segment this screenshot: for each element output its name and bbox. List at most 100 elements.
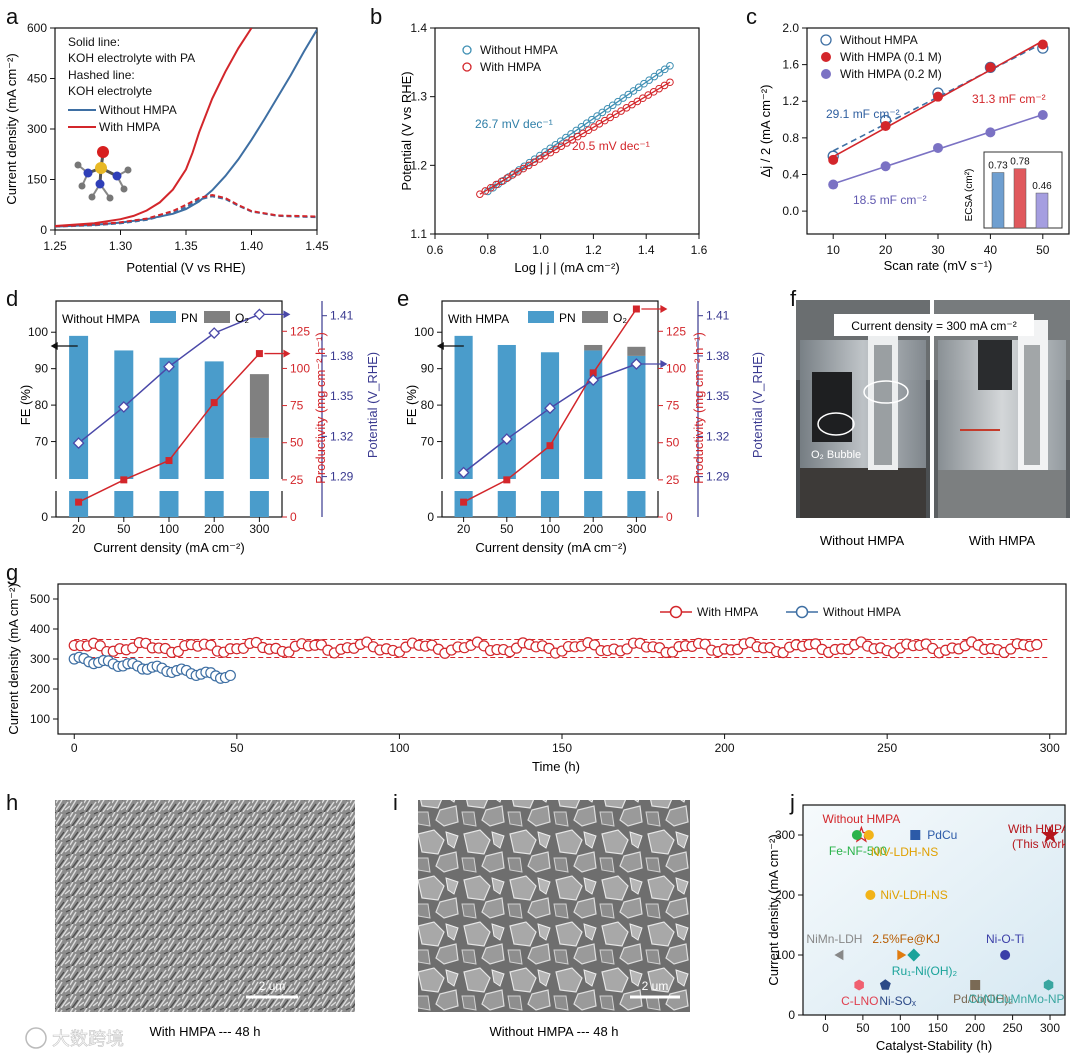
- pot-tick-label-0: 1.29: [706, 470, 730, 484]
- panel-j-marker-4: [1041, 825, 1059, 843]
- panel-j-label-0: Without HMPA: [822, 812, 900, 826]
- panel-g-point-without: [224, 669, 236, 682]
- prod-tick-label-3: 75: [290, 399, 304, 413]
- fe-tick-label-4: 100: [28, 325, 48, 339]
- panel-b-point-1: [660, 81, 669, 90]
- panel-letter-d: d: [6, 286, 18, 311]
- panel-letter-a: a: [6, 4, 19, 29]
- bar-pn-3: [584, 350, 603, 517]
- panel-b-point-1: [568, 136, 577, 144]
- panel-letter-f: f: [790, 286, 797, 311]
- panel-g-xtick-label: 0: [71, 741, 78, 755]
- panel-letters: a b c d e f g h i j: [6, 4, 797, 815]
- xtick-label-3: 200: [204, 522, 224, 536]
- pot-tick-label-4: 1.41: [330, 309, 354, 323]
- potential-point-1: [117, 400, 130, 413]
- panel-b-point-0: [629, 87, 638, 95]
- fe-axis-arrow-head: [50, 342, 58, 350]
- fe-tick-label-3: 90: [35, 362, 49, 376]
- panel-b-point-1: [633, 97, 642, 106]
- panel-j-label-9: Ni-O-Ti: [986, 932, 1024, 946]
- bar-pn-1: [497, 344, 516, 517]
- panel-c-point-2: [880, 161, 891, 172]
- panel-d-chart: 20 50 100 200 300 0 70 80 90 100 0 25 50 75 100 125 1.29…: [18, 300, 380, 555]
- panel-j-xtick-label: 300: [1040, 1021, 1060, 1035]
- panel-j-label-1: Fe-NF-500: [829, 844, 887, 858]
- panel-b-point-0: [655, 69, 664, 77]
- prod-tick-label-3: 75: [666, 399, 680, 413]
- panel-d-xlabel: Current density (mA cm⁻²): [93, 540, 244, 555]
- panel-a-ylabel: Current density (mA cm⁻²): [4, 53, 19, 204]
- panel-c-xtick-label: 10: [827, 243, 841, 257]
- prod-axis-arrow-head: [660, 305, 668, 313]
- panel-f-banner: Current density = 300 mA cm⁻²: [851, 319, 1016, 333]
- panel-a-xtick-label: 1.45: [305, 239, 329, 253]
- panel-b-point-0: [593, 112, 601, 120]
- panel-b-point-0: [645, 76, 653, 84]
- productivity-point-0: [460, 498, 468, 506]
- panel-b-point-1: [524, 161, 533, 170]
- panel-c-ylabel: Δj / 2 (mA cm⁻²): [758, 85, 773, 178]
- panel-a-note-4: KOH electrolyte: [68, 84, 152, 98]
- panel-b-point-1: [519, 164, 528, 173]
- panel-b-point-1: [514, 167, 522, 176]
- fe-tick-label-0: 0: [41, 510, 48, 524]
- panel-j-marker-8: [907, 948, 921, 962]
- pot-tick-label-1: 1.32: [706, 429, 730, 443]
- panel-i-sem-image: 2 um Without HMPA --- 48 h: [418, 800, 690, 1039]
- panel-j-ytick-label: 200: [775, 888, 795, 902]
- panel-b-slope-with: 20.5 mV dec⁻¹: [572, 139, 650, 153]
- panel-d-ylabel: FE (%): [18, 385, 33, 425]
- panel-b-point-1: [622, 104, 631, 112]
- productivity-point-2: [546, 442, 554, 450]
- panel-b-point-0: [598, 108, 607, 117]
- panel-a-xtick-label: 1.30: [109, 239, 133, 253]
- panel-b-fit-0: [487, 65, 671, 192]
- panel-c-point-2: [985, 127, 996, 138]
- panel-j-marker-12: [879, 979, 891, 990]
- panel-c-xlabel: Scan rate (mV s⁻¹): [884, 258, 993, 273]
- panel-c-inset-bar-1: [1013, 168, 1027, 229]
- potential-point-1: [500, 433, 513, 446]
- pot-tick-label-3: 1.38: [330, 349, 354, 363]
- panel-b-point-1: [541, 151, 549, 160]
- panel-c-inset: 0.73 0.78 0.46 ECSA (cm²): [964, 151, 1063, 229]
- panel-j-ytick-label: 300: [775, 828, 795, 842]
- panel-c-inset-label-1: 0.78: [1010, 157, 1030, 168]
- fe-axis-arrow-head: [436, 342, 444, 350]
- prod-tick-label-2: 50: [666, 436, 680, 450]
- pot-tick-label-1: 1.32: [330, 429, 354, 443]
- panel-c-ytick-label: 1.6: [782, 58, 799, 72]
- prod-tick-label-4: 100: [666, 361, 686, 375]
- panel-b-point-1: [481, 187, 490, 195]
- panel-j-label-3: PdCu: [927, 828, 957, 842]
- panel-b-point-0: [640, 79, 648, 88]
- panel-d-y2label: Productivity (mg cm⁻² h⁻¹): [313, 332, 328, 484]
- pot-tick-label-2: 1.35: [330, 389, 354, 403]
- panel-letter-i: i: [393, 790, 398, 815]
- panel-b-point-1: [546, 148, 555, 157]
- panel-c-inset-bar-2: [1035, 192, 1049, 229]
- xtick-label-1: 50: [117, 522, 131, 536]
- panel-b-xtick-label: 1.2: [585, 243, 602, 257]
- panel-c-point-2: [933, 142, 943, 153]
- panel-b-ytick-label: 1.4: [410, 21, 427, 35]
- panel-g-xtick-label: 150: [552, 741, 572, 755]
- panel-a-series-2: [55, 195, 317, 228]
- panel-j-label-11: C-LNO: [841, 994, 878, 1008]
- panel-a-note-1: Solid line:: [68, 35, 120, 49]
- panel-b-point-1: [557, 142, 566, 151]
- panel-b-point-0: [650, 72, 659, 81]
- productivity-point-3: [589, 369, 597, 377]
- panel-c-xtick-label: 30: [931, 243, 945, 257]
- panel-b-point-1: [590, 123, 598, 131]
- bar-pn-0: [69, 335, 89, 517]
- panel-f-bubble-label: O₂ Bubble: [811, 449, 861, 461]
- panel-j-label-10: Pd/Ni(OH)₂: [953, 992, 1013, 1006]
- bar-pn-2: [540, 352, 560, 517]
- panel-e-legend-pn: PN: [559, 311, 576, 325]
- panel-c-inset-ylabel: ECSA (cm²): [964, 169, 975, 222]
- panel-g-xtick-label: 100: [389, 741, 409, 755]
- panel-j-xtick-label: 250: [1003, 1021, 1023, 1035]
